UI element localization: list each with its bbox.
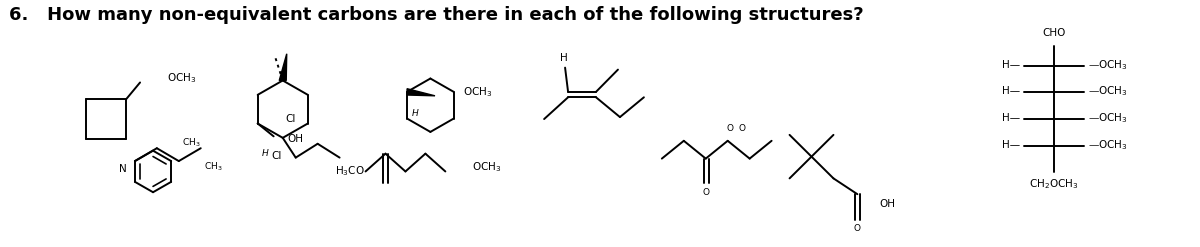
Text: OH: OH	[288, 134, 304, 144]
Text: N: N	[119, 165, 127, 174]
Text: OCH$_3$: OCH$_3$	[167, 72, 197, 85]
Text: H—: H—	[1002, 113, 1020, 123]
Text: H—: H—	[1002, 140, 1020, 150]
Text: H: H	[560, 53, 568, 63]
Text: H: H	[412, 109, 419, 118]
Text: O: O	[702, 188, 709, 197]
Text: —OCH$_3$: —OCH$_3$	[1088, 58, 1128, 72]
Text: O: O	[854, 224, 860, 233]
Text: O: O	[726, 124, 733, 133]
Text: —OCH$_3$: —OCH$_3$	[1088, 84, 1128, 98]
Polygon shape	[407, 89, 436, 96]
Text: H—: H—	[1002, 60, 1020, 70]
Text: OCH$_3$: OCH$_3$	[473, 161, 502, 174]
Text: Cl: Cl	[286, 114, 296, 124]
Text: CH$_3$: CH$_3$	[204, 161, 222, 173]
Text: 6.   How many non-equivalent carbons are there in each of the following structur: 6. How many non-equivalent carbons are t…	[10, 6, 864, 24]
Text: CH$_3$: CH$_3$	[181, 136, 200, 148]
Text: H—: H—	[1002, 86, 1020, 96]
Text: OH: OH	[880, 199, 895, 209]
Text: Cl: Cl	[271, 151, 282, 161]
Polygon shape	[280, 54, 287, 81]
Text: CHO: CHO	[1043, 28, 1066, 38]
Text: O: O	[738, 124, 745, 133]
Text: —OCH$_3$: —OCH$_3$	[1088, 111, 1128, 125]
Text: H$_3$CO: H$_3$CO	[335, 165, 365, 178]
Text: CH$_2$OCH$_3$: CH$_2$OCH$_3$	[1030, 177, 1079, 191]
Text: OCH$_3$: OCH$_3$	[463, 85, 492, 99]
Text: —OCH$_3$: —OCH$_3$	[1088, 138, 1128, 152]
Text: H: H	[262, 149, 268, 158]
